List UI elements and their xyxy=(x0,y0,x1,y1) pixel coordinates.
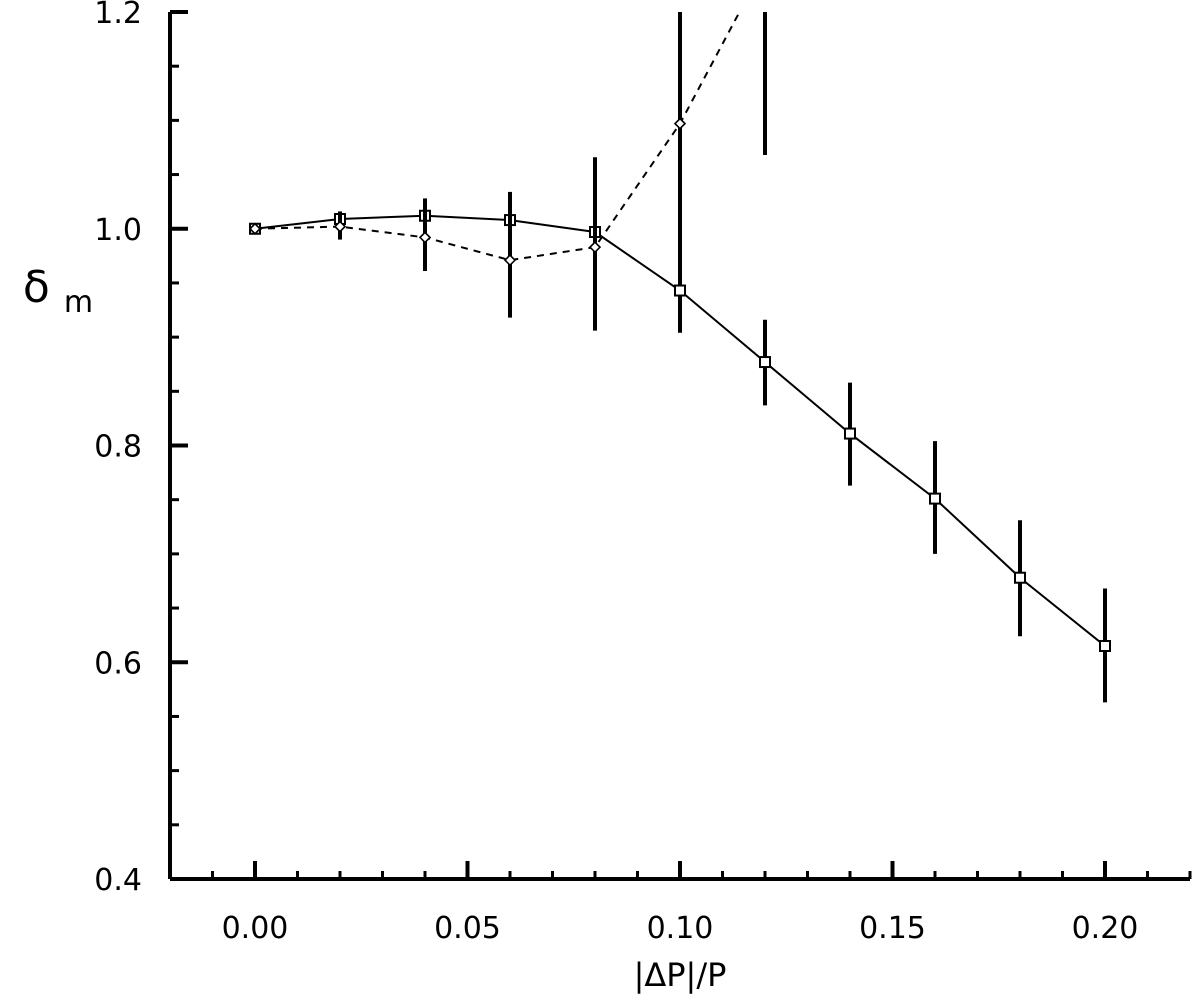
x-tick-label: 0.00 xyxy=(222,911,289,946)
series-1-point xyxy=(1014,571,1026,584)
series-2-point xyxy=(588,241,602,254)
series-1-point xyxy=(674,284,686,297)
series-2-point xyxy=(333,220,347,233)
x-tick-label: 0.20 xyxy=(1072,911,1139,946)
plot-area xyxy=(248,12,1111,703)
series-1-point xyxy=(929,492,941,505)
x-tick-label: 0.10 xyxy=(647,911,714,946)
series-2-point xyxy=(503,254,517,267)
series-2-point xyxy=(673,117,687,130)
y-tick-label: 1.0 xyxy=(94,213,142,248)
series-1-point xyxy=(759,356,771,369)
y-tick-label: 0.4 xyxy=(94,863,142,898)
series-2-point xyxy=(418,231,432,244)
x-tick-label: 0.05 xyxy=(434,911,501,946)
series-layer xyxy=(248,12,1111,703)
y-axis-title: δ m xyxy=(23,262,93,320)
y-tick-label: 1.2 xyxy=(94,0,142,31)
y-axis-title-subscript: m xyxy=(64,285,93,320)
series-1 xyxy=(249,191,1111,703)
series-2-line xyxy=(254,12,741,262)
x-tick-labels: 0.00 0.05 0.10 0.15 0.20 xyxy=(222,911,1139,946)
y-tick-labels: 0.4 0.6 0.8 1.0 1.2 xyxy=(94,0,142,898)
y-axis-title-symbol: δ xyxy=(23,262,50,313)
y-tick-label: 0.6 xyxy=(94,646,142,681)
x-axis-title: |ΔP|/P xyxy=(634,956,727,994)
series-2-point xyxy=(248,222,262,235)
x-tick-label: 0.15 xyxy=(859,911,926,946)
major-ticks xyxy=(170,10,1107,881)
y-tick-label: 0.8 xyxy=(94,430,142,465)
series-1-point xyxy=(844,427,856,440)
series-2 xyxy=(248,12,741,331)
series-1-point xyxy=(1099,639,1111,652)
